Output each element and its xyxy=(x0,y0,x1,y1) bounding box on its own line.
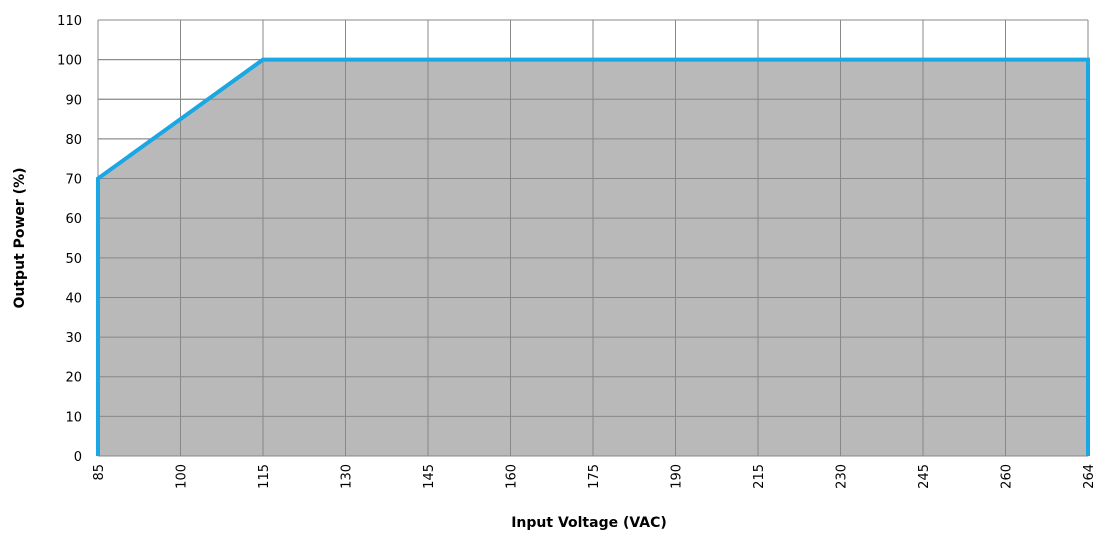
y-axis-title: Output Power (%) xyxy=(12,167,28,308)
x-tick-label: 160 xyxy=(505,464,520,489)
y-tick-label: 80 xyxy=(65,133,82,148)
y-tick-label: 50 xyxy=(65,252,82,267)
y-tick-label: 40 xyxy=(65,291,82,306)
x-axis-title: Input Voltage (VAC) xyxy=(511,515,667,531)
x-tick-label: 215 xyxy=(752,464,767,489)
y-tick-label: 20 xyxy=(65,371,82,386)
y-tick-label: 30 xyxy=(65,331,82,346)
x-tick-label: 230 xyxy=(835,464,850,489)
plot-area xyxy=(96,19,1090,457)
x-tick-label: 190 xyxy=(670,464,685,489)
x-tick-label: 264 xyxy=(1082,464,1097,489)
x-tick-label: 130 xyxy=(340,464,355,489)
x-tick-label: 175 xyxy=(587,464,602,489)
y-tick-label: 10 xyxy=(65,410,82,425)
y-tick-label: 60 xyxy=(65,212,82,227)
y-tick-labels: 0 10 20 30 40 50 60 70 80 90 100 110 xyxy=(57,14,82,465)
x-tick-label: 245 xyxy=(917,464,932,489)
x-tick-label: 100 xyxy=(175,464,190,489)
x-tick-label: 260 xyxy=(1000,464,1015,489)
y-tick-label: 90 xyxy=(65,93,82,108)
x-tick-labels: 85 100 115 130 145 160 175 190 215 230 245 260 264 xyxy=(92,464,1097,489)
y-tick-label: 70 xyxy=(65,173,82,188)
x-tick-label: 85 xyxy=(92,464,107,481)
series-line xyxy=(96,57,1090,456)
y-tick-label: 0 xyxy=(74,450,82,465)
x-tick-label: 115 xyxy=(257,464,272,489)
x-tick-label: 145 xyxy=(422,464,437,489)
y-tick-label: 100 xyxy=(57,54,82,69)
y-tick-label: 110 xyxy=(57,14,82,29)
